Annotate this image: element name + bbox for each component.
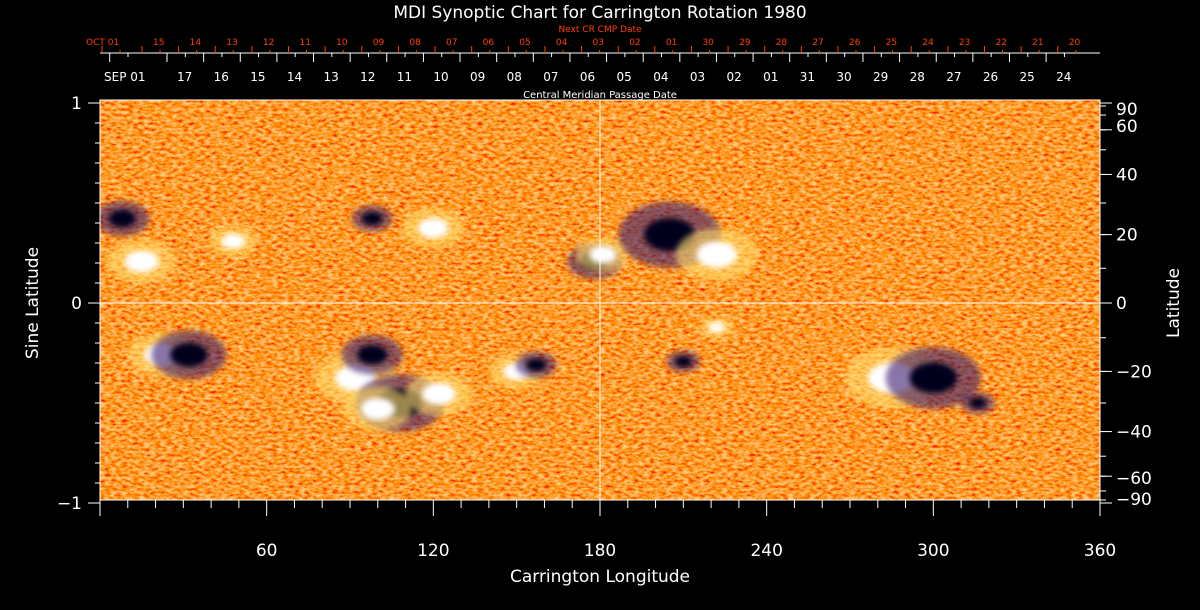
y-tick-label-left: 0 (71, 294, 82, 314)
next-cr-date-label: 27 (812, 38, 823, 48)
next-cr-date-label: 22 (995, 38, 1006, 48)
cmp-date-label: 05 (617, 70, 632, 84)
cmp-date-label: 06 (580, 70, 595, 84)
next-cr-date-label: 12 (263, 38, 274, 48)
negative-polarity-region (170, 342, 208, 367)
x-tick-label: 180 (584, 541, 616, 561)
positive-polarity-region (696, 241, 738, 268)
chart-title: MDI Synoptic Chart for Carrington Rotati… (393, 3, 806, 23)
cmp-date-label: 26 (983, 70, 998, 84)
y-tick-label-right: −40 (1116, 423, 1152, 443)
y-tick-label-right: 0 (1116, 294, 1127, 314)
cmp-date-label: 01 (763, 70, 778, 84)
y-tick-label-right: −60 (1116, 469, 1152, 489)
y-tick-label-left: −1 (57, 494, 82, 514)
cmp-date-label: 29 (873, 70, 888, 84)
next-cr-date-label: 11 (300, 38, 311, 48)
y-tick-label-right: 20 (1116, 226, 1138, 246)
cmp-date-label: 10 (433, 70, 448, 84)
next-cr-date-label: OCT 01 (86, 38, 119, 48)
red-axis-label: Next CR CMP Date (558, 25, 642, 35)
cmp-date-label: 02 (726, 70, 741, 84)
cmp-date-label: SEP 01 (104, 70, 146, 84)
negative-polarity-region (108, 209, 136, 228)
cmp-date-label: 03 (690, 70, 705, 84)
positive-polarity-region (421, 382, 456, 405)
cmp-date-label: 13 (324, 70, 339, 84)
x-tick-label: 360 (1084, 541, 1116, 561)
positive-polarity-region (221, 233, 246, 249)
cmp-date-label: 14 (287, 70, 302, 84)
next-cr-date-label: 15 (153, 38, 164, 48)
next-cr-date-label: 04 (556, 38, 568, 48)
negative-polarity-region (909, 362, 958, 394)
cmp-date-label: 24 (1056, 70, 1071, 84)
x-axis-label: Carrington Longitude (510, 567, 690, 587)
negative-polarity-region (674, 355, 692, 367)
cmp-date-label: 17 (177, 70, 192, 84)
negative-polarity-region (362, 211, 383, 226)
cmp-date-label: 11 (397, 70, 412, 84)
cmp-date-label: 31 (800, 70, 815, 84)
negative-polarity-region (525, 358, 547, 372)
y-axis-label-left: Sine Latitude (23, 247, 43, 359)
next-cr-date-label: 01 (666, 38, 677, 48)
next-cr-date-label: 23 (959, 38, 970, 48)
next-cr-date-label: 24 (922, 38, 934, 48)
magnetogram-map (100, 100, 1100, 500)
x-tick-label: 120 (417, 541, 449, 561)
y-tick-label-right: 40 (1116, 165, 1138, 185)
cmp-date-label: 16 (214, 70, 229, 84)
next-cr-date-label: 30 (702, 38, 714, 48)
x-tick-label: 240 (750, 541, 782, 561)
positive-polarity-region (589, 245, 617, 264)
next-cr-date-label: 14 (190, 38, 202, 48)
x-tick-label: 300 (917, 541, 949, 561)
next-cr-date-label: 26 (849, 38, 861, 48)
next-cr-date-label: 05 (519, 38, 530, 48)
positive-polarity-region (124, 250, 159, 273)
cmp-date-label: 27 (946, 70, 961, 84)
next-cr-date-label: 21 (1032, 38, 1043, 48)
cmp-date-label: 28 (910, 70, 925, 84)
negative-polarity-region (969, 397, 987, 409)
cmp-date-label: 04 (653, 70, 668, 84)
cmp-date-label: 15 (250, 70, 265, 84)
next-cr-date-label: 28 (776, 38, 788, 48)
next-cr-date-label: 13 (226, 38, 237, 48)
next-cr-date-label: 06 (483, 38, 495, 48)
y-tick-label-right: −90 (1116, 490, 1152, 510)
negative-polarity-region (356, 344, 388, 365)
next-cr-date-label: 08 (409, 38, 421, 48)
y-tick-label-right: −20 (1116, 362, 1152, 382)
cmp-date-label: 07 (543, 70, 558, 84)
y-tick-label-right: 60 (1116, 117, 1138, 137)
cmp-date-label: 08 (507, 70, 522, 84)
cmp-date-label: 12 (360, 70, 375, 84)
y-tick-label-left: 1 (71, 94, 82, 114)
next-cr-date-label: 02 (629, 38, 640, 48)
x-tick-label: 60 (256, 541, 278, 561)
next-cr-date-label: 09 (373, 38, 385, 48)
next-cr-date-label: 07 (446, 38, 457, 48)
cmp-date-label: 25 (1019, 70, 1034, 84)
next-cr-date-label: 29 (739, 38, 751, 48)
next-cr-date-label: 25 (886, 38, 897, 48)
y-tick-label-right: 90 (1116, 100, 1138, 120)
cmp-date-label: 30 (836, 70, 851, 84)
next-cr-date-label: 03 (593, 38, 604, 48)
white-axis-label: Central Meridian Passage Date (523, 90, 677, 101)
y-axis-label-right: Latitude (1164, 268, 1184, 338)
next-cr-date-label: 20 (1069, 38, 1081, 48)
next-cr-date-label: 10 (336, 38, 348, 48)
positive-polarity-region (360, 397, 395, 420)
positive-polarity-region (708, 321, 726, 333)
positive-polarity-region (418, 218, 449, 238)
cmp-date-label: 09 (470, 70, 485, 84)
